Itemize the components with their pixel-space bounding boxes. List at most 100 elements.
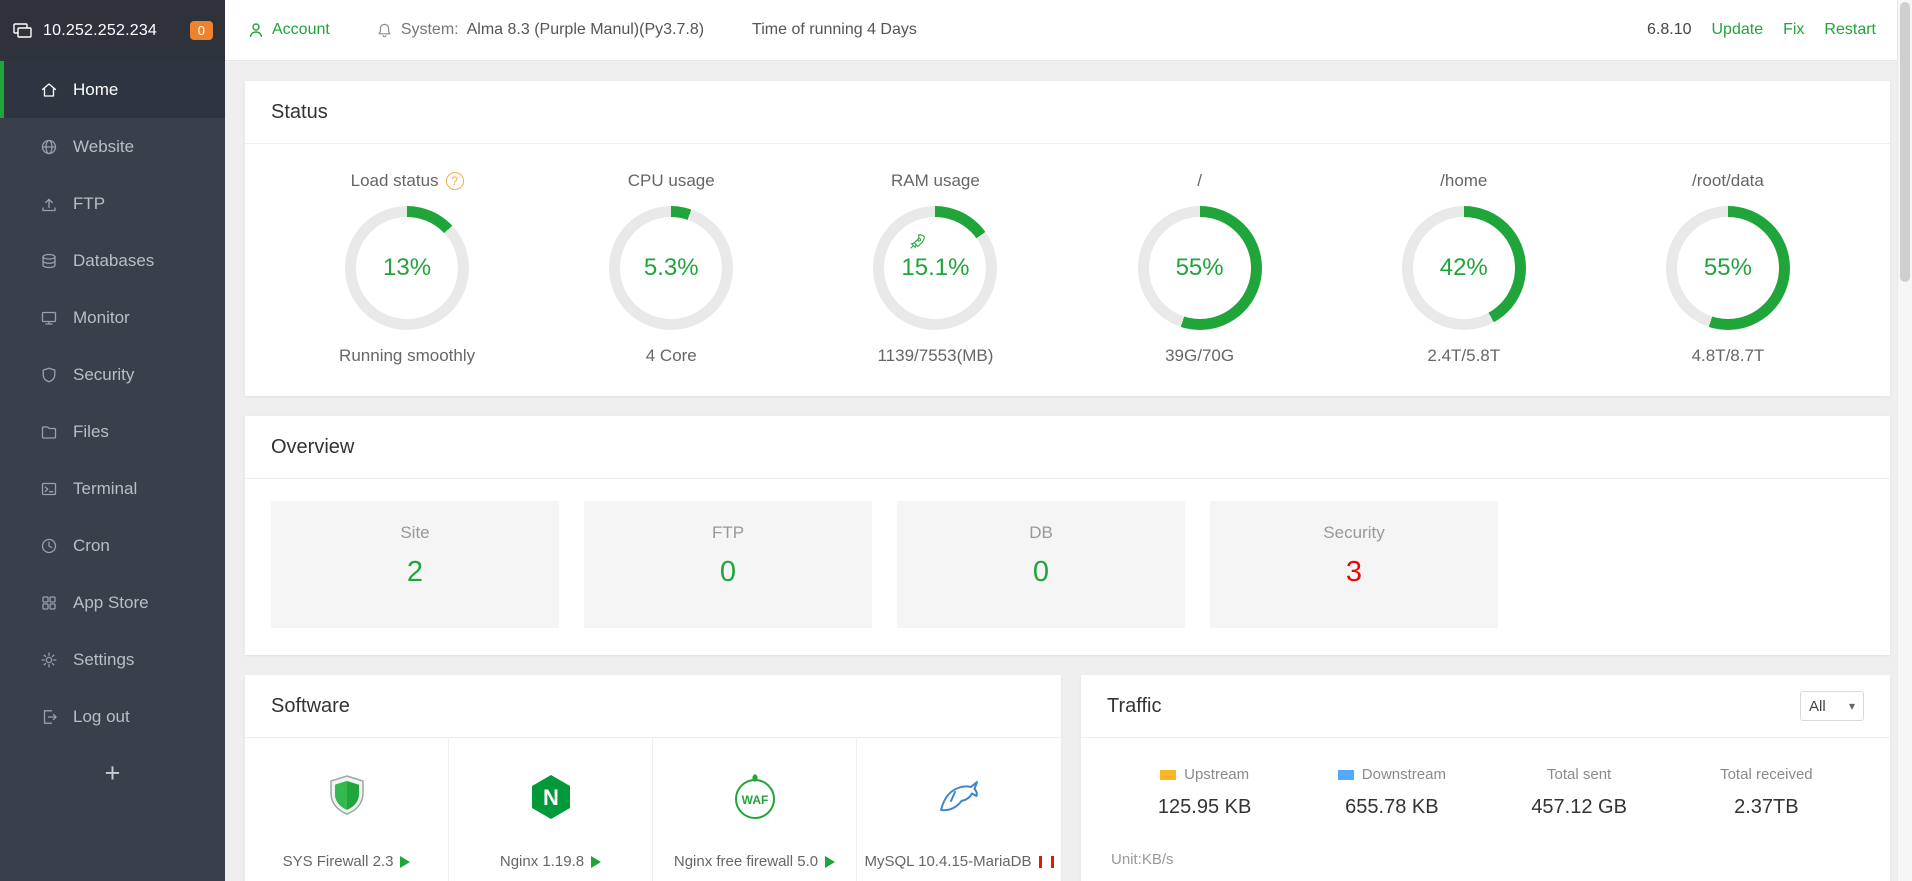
sidebar-item-cron[interactable]: Cron: [0, 517, 225, 574]
card-label: Site: [400, 523, 430, 542]
database-icon: [40, 252, 58, 270]
gauge-ring[interactable]: 5.3%: [609, 206, 734, 330]
software-name: SYS Firewall 2.3: [283, 853, 411, 870]
main-area: Account System: Alma 8.3 (Purple Manul)(…: [225, 0, 1912, 881]
system-label: System:: [400, 21, 459, 38]
svg-text:WAF: WAF: [741, 793, 768, 807]
software-item-waf[interactable]: WAF Nginx free firewall 5.0: [653, 738, 857, 881]
sidebar-item-label: Monitor: [73, 307, 130, 327]
stat-label: Upstream: [1184, 766, 1250, 783]
sidebar-item-label: Files: [73, 421, 109, 441]
card-value: 0: [719, 556, 737, 588]
software-name: Nginx free firewall 5.0: [674, 853, 835, 870]
nginx-icon: N: [526, 772, 576, 827]
stat-label: Total sent: [1547, 766, 1612, 783]
sidebar-item-security[interactable]: Security: [0, 346, 225, 403]
traffic-panel: Traffic All ▾ Upstream 125.95 KB: [1081, 675, 1890, 881]
software-item-sys-firewall[interactable]: SYS Firewall 2.3: [245, 738, 449, 881]
gauge-sub: 1139/7553(MB): [877, 346, 994, 365]
server-ip: 10.252.252.234: [43, 21, 158, 39]
folder-icon: [40, 423, 58, 441]
panel-version: 6.8.10: [1647, 21, 1692, 38]
stat-value: 2.37TB: [1734, 796, 1799, 818]
sidebar-item-home[interactable]: Home: [0, 61, 225, 118]
account-link[interactable]: Account: [247, 21, 330, 39]
update-link[interactable]: Update: [1711, 21, 1764, 38]
sidebar-item-label: Cron: [73, 535, 110, 555]
home-icon: [40, 81, 58, 99]
sidebar-item-settings[interactable]: Settings: [0, 631, 225, 688]
upload-icon: [40, 195, 58, 213]
sidebar-item-label: Home: [73, 79, 119, 99]
topbar: Account System: Alma 8.3 (Purple Manul)(…: [225, 0, 1912, 61]
gauge-sub: 2.4T/5.8T: [1427, 346, 1501, 365]
software-name: MySQL 10.4.15-MariaDB: [864, 853, 1053, 870]
overview-card-db[interactable]: DB 0: [897, 501, 1185, 628]
sidebar-item-logout[interactable]: Log out: [0, 688, 225, 745]
svg-text:N: N: [543, 785, 559, 810]
gauge-sub: 4 Core: [645, 346, 697, 365]
monitor-display-icon: [12, 20, 34, 42]
gauge-ring[interactable]: 42%: [1401, 206, 1526, 330]
gauge-disk-root-data: /root/data 55% 4.8T/8.7T: [1596, 170, 1860, 366]
terminal-icon: [40, 480, 58, 498]
scrollbar[interactable]: [1897, 0, 1912, 881]
sidebar-item-monitor[interactable]: Monitor: [0, 289, 225, 346]
overview-card-site[interactable]: Site 2: [271, 501, 559, 628]
traffic-filter-value: All: [1809, 697, 1826, 715]
sidebar: 10.252.252.234 0 Home Website FTP Databa…: [0, 0, 225, 881]
sidebar-item-files[interactable]: Files: [0, 403, 225, 460]
gauge-value: 55%: [1703, 254, 1752, 281]
gauge-ring[interactable]: 55%: [1665, 206, 1790, 330]
traffic-unit-label: Unit:KB/s: [1111, 851, 1174, 868]
software-name: Nginx 1.19.8: [500, 853, 601, 870]
account-label: Account: [272, 21, 330, 38]
traffic-body: Upstream 125.95 KB Downstream 655.78 KB …: [1081, 738, 1890, 868]
card-label: FTP: [711, 523, 745, 542]
overview-card-ftp[interactable]: FTP 0: [584, 501, 872, 628]
status-panel: Status Load status ? 13% Running smoothl…: [245, 81, 1890, 396]
help-icon[interactable]: ?: [445, 172, 464, 190]
firewall-shield-icon: [322, 772, 372, 827]
gauge-ring[interactable]: 13%: [345, 206, 470, 330]
user-icon: [249, 23, 263, 38]
overview-cards: Site 2 FTP 0 DB 0 Security 3: [245, 479, 1890, 655]
sidebar-item-label: App Store: [73, 592, 149, 612]
sidebar-item-databases[interactable]: Databases: [0, 232, 225, 289]
gauge-value: 42%: [1439, 254, 1488, 281]
sidebar-item-terminal[interactable]: Terminal: [0, 460, 225, 517]
shield-icon: [40, 366, 58, 384]
system-value: Alma 8.3 (Purple Manul)(Py3.7.8): [466, 21, 705, 38]
gauge-load-status: Load status ? 13% Running smoothly: [275, 170, 539, 366]
stat-label: Downstream: [1361, 766, 1446, 783]
sidebar-item-label: Terminal: [73, 478, 138, 498]
sidebar-item-app-store[interactable]: App Store: [0, 574, 225, 631]
sidebar-item-website[interactable]: Website: [0, 118, 225, 175]
overview-card-security[interactable]: Security 3: [1210, 501, 1498, 628]
gauge-cpu-usage: CPU usage 5.3% 4 Core: [539, 170, 803, 366]
sidebar-item-ftp[interactable]: FTP: [0, 175, 225, 232]
software-item-mysql[interactable]: MySQL 10.4.15-MariaDB: [857, 738, 1061, 881]
restart-link[interactable]: Restart: [1824, 21, 1876, 38]
software-list: SYS Firewall 2.3 N Nginx 1.19.8 WAF Ngin…: [245, 738, 1061, 881]
card-label: DB: [1029, 523, 1053, 542]
sidebar-item-label: Databases: [73, 250, 155, 270]
fix-link[interactable]: Fix: [1783, 21, 1805, 38]
software-panel-title: Software: [271, 694, 350, 717]
traffic-filter-select[interactable]: All ▾: [1800, 691, 1864, 721]
card-label: Security: [1323, 523, 1385, 542]
scrollbar-thumb[interactable]: [1900, 2, 1910, 282]
traffic-stat-upstream: Upstream 125.95 KB: [1111, 766, 1298, 819]
gauge-label: Load status: [350, 171, 439, 190]
software-item-nginx[interactable]: N Nginx 1.19.8: [449, 738, 653, 881]
gauge-value: 13%: [383, 254, 432, 281]
stat-value: 457.12 GB: [1531, 796, 1627, 818]
message-count-badge[interactable]: 0: [189, 21, 213, 40]
gauge-value: 5.3%: [643, 254, 699, 281]
traffic-stat-downstream: Downstream 655.78 KB: [1298, 766, 1485, 819]
rocket-icon[interactable]: [908, 233, 926, 256]
sidebar-item-label: FTP: [73, 193, 106, 213]
sidebar-add-button[interactable]: +: [104, 758, 121, 788]
gauge-ring[interactable]: 15.1%: [873, 206, 998, 330]
gauge-ring[interactable]: 55%: [1137, 206, 1262, 330]
